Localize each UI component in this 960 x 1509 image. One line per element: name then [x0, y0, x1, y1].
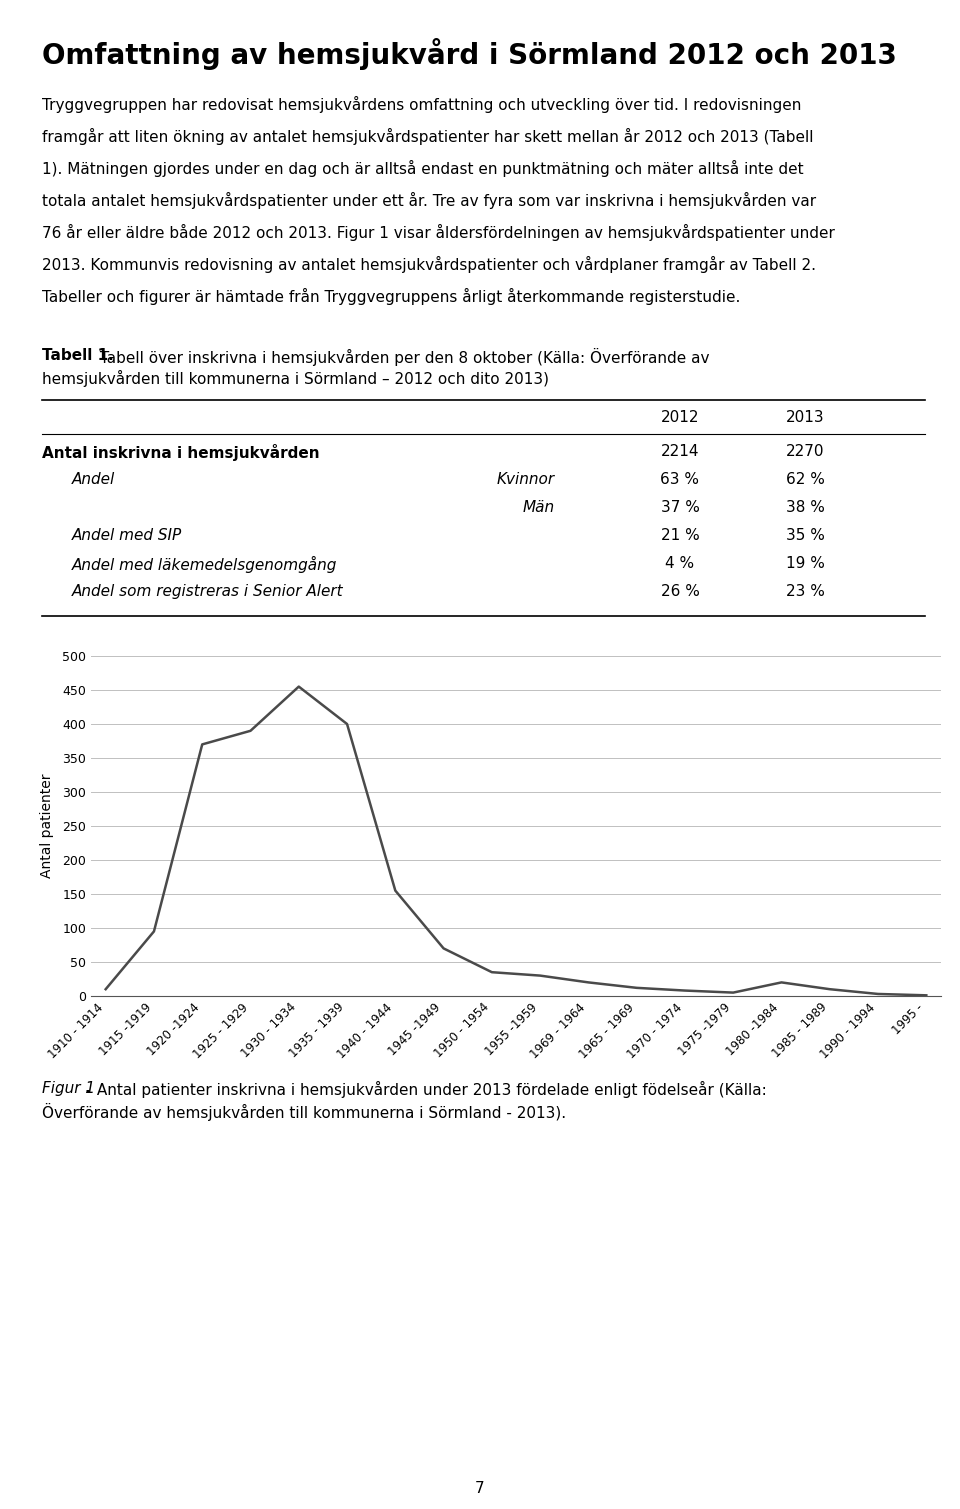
Text: .: .	[84, 1080, 89, 1096]
Text: Tabell 1.: Tabell 1.	[42, 349, 113, 364]
Text: 38 %: 38 %	[785, 499, 825, 515]
Text: 2013: 2013	[785, 410, 825, 426]
Text: Andel med SIP: Andel med SIP	[72, 528, 182, 543]
Text: 37 %: 37 %	[660, 499, 700, 515]
Text: 4 %: 4 %	[665, 555, 695, 570]
Text: Kvinnor: Kvinnor	[497, 472, 555, 487]
Text: Antal patienter inskrivna i hemsjukvården under 2013 fördelade enligt födelseår : Antal patienter inskrivna i hemsjukvårde…	[92, 1080, 767, 1099]
Text: totala antalet hemsjukvårdspatienter under ett år. Tre av fyra som var inskrivna: totala antalet hemsjukvårdspatienter und…	[42, 192, 816, 210]
Y-axis label: Antal patienter: Antal patienter	[40, 774, 54, 878]
Text: 76 år eller äldre både 2012 och 2013. Figur 1 visar åldersfördelningen av hemsju: 76 år eller äldre både 2012 och 2013. Fi…	[42, 223, 835, 241]
Text: Andel som registreras i Senior Alert: Andel som registreras i Senior Alert	[72, 584, 344, 599]
Text: 2012: 2012	[660, 410, 699, 426]
Text: 62 %: 62 %	[785, 472, 825, 487]
Text: Tabell över inskrivna i hemsjukvården per den 8 oktober (Källa: Överförande av: Tabell över inskrivna i hemsjukvården pe…	[95, 349, 709, 367]
Text: 2270: 2270	[785, 444, 825, 459]
Text: hemsjukvården till kommunerna i Sörmland – 2012 och dito 2013): hemsjukvården till kommunerna i Sörmland…	[42, 370, 549, 386]
Text: 7: 7	[475, 1480, 485, 1495]
Text: Figur 1: Figur 1	[42, 1080, 95, 1096]
Text: Överförande av hemsjukvården till kommunerna i Sörmland - 2013).: Överförande av hemsjukvården till kommun…	[42, 1103, 566, 1121]
Text: 2013. Kommunvis redovisning av antalet hemsjukvårdspatienter och vårdplaner fram: 2013. Kommunvis redovisning av antalet h…	[42, 257, 816, 273]
Text: Tryggvegruppen har redovisat hemsjukvårdens omfattning och utveckling över tid. : Tryggvegruppen har redovisat hemsjukvård…	[42, 97, 802, 113]
Text: Andel med läkemedelsgenomgång: Andel med läkemedelsgenomgång	[72, 555, 337, 573]
Text: 1). Mätningen gjordes under en dag och är alltså endast en punktmätning och mäte: 1). Mätningen gjordes under en dag och ä…	[42, 160, 804, 177]
Text: 21 %: 21 %	[660, 528, 700, 543]
Text: 19 %: 19 %	[785, 555, 825, 570]
Text: Antal inskrivna i hemsjukvården: Antal inskrivna i hemsjukvården	[42, 444, 320, 462]
Text: Tabeller och figurer är hämtade från Tryggvegruppens årligt återkommande registe: Tabeller och figurer är hämtade från Try…	[42, 288, 740, 305]
Text: 35 %: 35 %	[785, 528, 825, 543]
Text: framgår att liten ökning av antalet hemsjukvårdspatienter har skett mellan år 20: framgår att liten ökning av antalet hems…	[42, 128, 813, 145]
Text: 63 %: 63 %	[660, 472, 700, 487]
Text: Män: Män	[523, 499, 555, 515]
Text: Omfattning av hemsjukvård i Sörmland 2012 och 2013: Omfattning av hemsjukvård i Sörmland 201…	[42, 38, 897, 69]
Text: 2214: 2214	[660, 444, 699, 459]
Text: 26 %: 26 %	[660, 584, 700, 599]
Text: 23 %: 23 %	[785, 584, 825, 599]
Text: Andel: Andel	[72, 472, 115, 487]
